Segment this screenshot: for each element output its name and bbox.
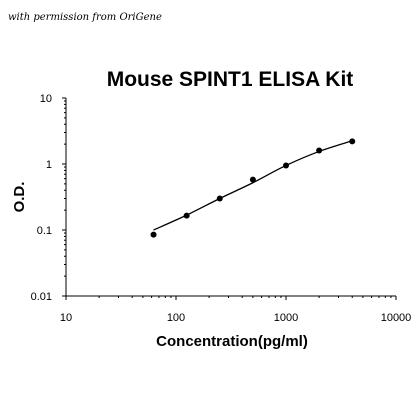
data-point <box>150 231 157 238</box>
data-point <box>283 162 289 169</box>
y-axis-ticks: 10 1 0.1 0.01 <box>31 93 66 303</box>
y-tick-label: 10 <box>40 93 52 105</box>
chart-title: Mouse SPINT1 ELISA Kit <box>107 68 354 91</box>
data-point <box>349 138 356 145</box>
plot-area: 10 1 0.1 0.01 10 100 1000 10000 <box>31 93 412 324</box>
y-tick-label: 0.01 <box>31 291 52 303</box>
x-axis-label: Concentration(pg/ml) <box>156 333 308 350</box>
y-axis-label: O.D. <box>11 182 28 213</box>
fit-curve <box>153 140 353 231</box>
x-tick-label: 10 <box>60 312 72 324</box>
data-point <box>216 195 223 202</box>
data-point <box>249 176 256 183</box>
x-tick-label: 1000 <box>274 312 298 324</box>
credit-text: with permission from OriGene <box>8 12 162 23</box>
y-tick-label: 0.1 <box>37 225 52 237</box>
data-points <box>150 138 356 238</box>
data-point <box>183 212 190 219</box>
x-axis-ticks: 10 100 1000 10000 <box>60 296 411 324</box>
y-tick-label: 1 <box>46 159 52 171</box>
x-tick-label: 10000 <box>381 312 412 324</box>
x-tick-label: 100 <box>167 312 185 324</box>
data-point <box>316 147 323 154</box>
